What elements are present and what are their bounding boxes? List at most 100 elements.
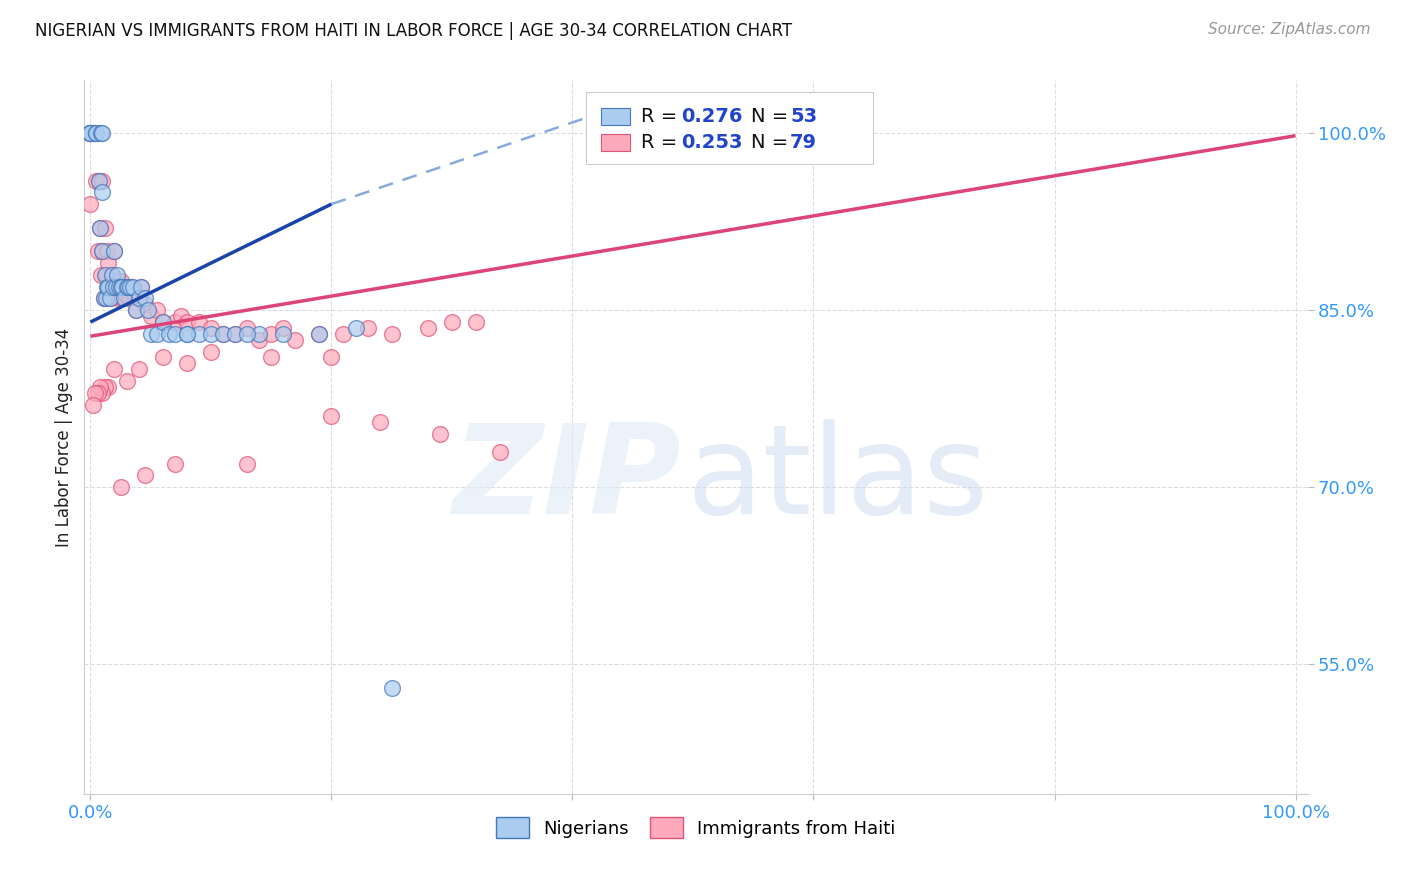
Point	[139, 326, 162, 341]
Point	[212, 326, 235, 341]
Point	[97, 256, 120, 270]
Point	[104, 279, 127, 293]
Point	[86, 127, 108, 141]
Point	[176, 356, 198, 370]
Point	[129, 279, 152, 293]
Point	[111, 292, 134, 306]
Legend: Nigerians, Immigrants from Haiti: Nigerians, Immigrants from Haiti	[489, 810, 903, 846]
Point	[440, 315, 463, 329]
Point	[136, 303, 159, 318]
Point	[93, 292, 115, 306]
Point	[101, 268, 124, 282]
Point	[98, 292, 121, 306]
Point	[416, 321, 439, 335]
Point	[212, 326, 235, 341]
Point	[89, 380, 111, 394]
Point	[187, 326, 209, 341]
Point	[94, 268, 117, 282]
Point	[321, 409, 343, 424]
Point	[79, 197, 101, 211]
Point	[98, 279, 121, 293]
Text: N =: N =	[751, 133, 794, 152]
Text: Source: ZipAtlas.com: Source: ZipAtlas.com	[1208, 22, 1371, 37]
Point	[489, 445, 512, 459]
Point	[79, 127, 101, 141]
Point	[94, 220, 117, 235]
FancyBboxPatch shape	[586, 93, 873, 164]
Point	[176, 315, 198, 329]
Point	[86, 173, 108, 187]
Point	[145, 326, 167, 341]
Point	[89, 220, 111, 235]
Point	[115, 279, 138, 293]
Point	[170, 309, 193, 323]
Point	[97, 380, 120, 394]
Point	[200, 326, 222, 341]
Text: 79: 79	[790, 133, 817, 152]
Point	[103, 244, 125, 259]
Point	[79, 127, 101, 141]
Point	[118, 292, 141, 306]
Point	[134, 468, 156, 483]
Point	[120, 279, 142, 293]
Point	[187, 315, 209, 329]
Point	[120, 279, 142, 293]
Point	[84, 385, 107, 400]
Point	[104, 279, 127, 293]
Point	[91, 127, 114, 141]
Point	[94, 268, 117, 282]
Point	[157, 326, 180, 341]
Point	[163, 457, 186, 471]
Point	[125, 303, 148, 318]
Point	[87, 173, 110, 187]
Point	[200, 321, 222, 335]
Point	[90, 127, 112, 141]
Point	[91, 173, 114, 187]
Point	[96, 279, 118, 293]
Point	[86, 244, 108, 259]
Point	[152, 315, 174, 329]
Point	[224, 326, 246, 341]
Point	[271, 326, 294, 341]
Text: atlas: atlas	[686, 419, 988, 541]
Point	[115, 279, 138, 293]
Text: 0.253: 0.253	[682, 133, 742, 152]
Point	[79, 127, 101, 141]
Point	[91, 244, 114, 259]
Point	[128, 292, 150, 306]
Point	[94, 292, 117, 306]
Point	[105, 268, 128, 282]
Point	[284, 333, 307, 347]
Point	[105, 274, 128, 288]
Text: NIGERIAN VS IMMIGRANTS FROM HAITI IN LABOR FORCE | AGE 30-34 CORRELATION CHART: NIGERIAN VS IMMIGRANTS FROM HAITI IN LAB…	[35, 22, 792, 40]
Point	[224, 326, 246, 341]
Point	[107, 292, 129, 306]
Point	[86, 385, 108, 400]
Point	[152, 351, 174, 365]
Point	[91, 186, 114, 200]
Point	[247, 333, 270, 347]
Point	[176, 326, 198, 341]
Point	[260, 326, 283, 341]
Point	[429, 427, 451, 442]
Point	[236, 326, 259, 341]
Point	[465, 315, 488, 329]
Point	[79, 127, 101, 141]
Text: 0.276: 0.276	[682, 107, 742, 126]
FancyBboxPatch shape	[600, 108, 630, 125]
Point	[83, 127, 105, 141]
Point	[176, 326, 198, 341]
Point	[91, 244, 114, 259]
Point	[115, 374, 138, 388]
Point	[101, 268, 124, 282]
Point	[91, 385, 114, 400]
Point	[200, 344, 222, 359]
Point	[134, 292, 156, 306]
Text: R =: R =	[641, 107, 683, 126]
Point	[79, 127, 101, 141]
Point	[129, 279, 152, 293]
Point	[308, 326, 330, 341]
Point	[321, 351, 343, 365]
Point	[103, 244, 125, 259]
Y-axis label: In Labor Force | Age 30-34: In Labor Force | Age 30-34	[55, 327, 73, 547]
